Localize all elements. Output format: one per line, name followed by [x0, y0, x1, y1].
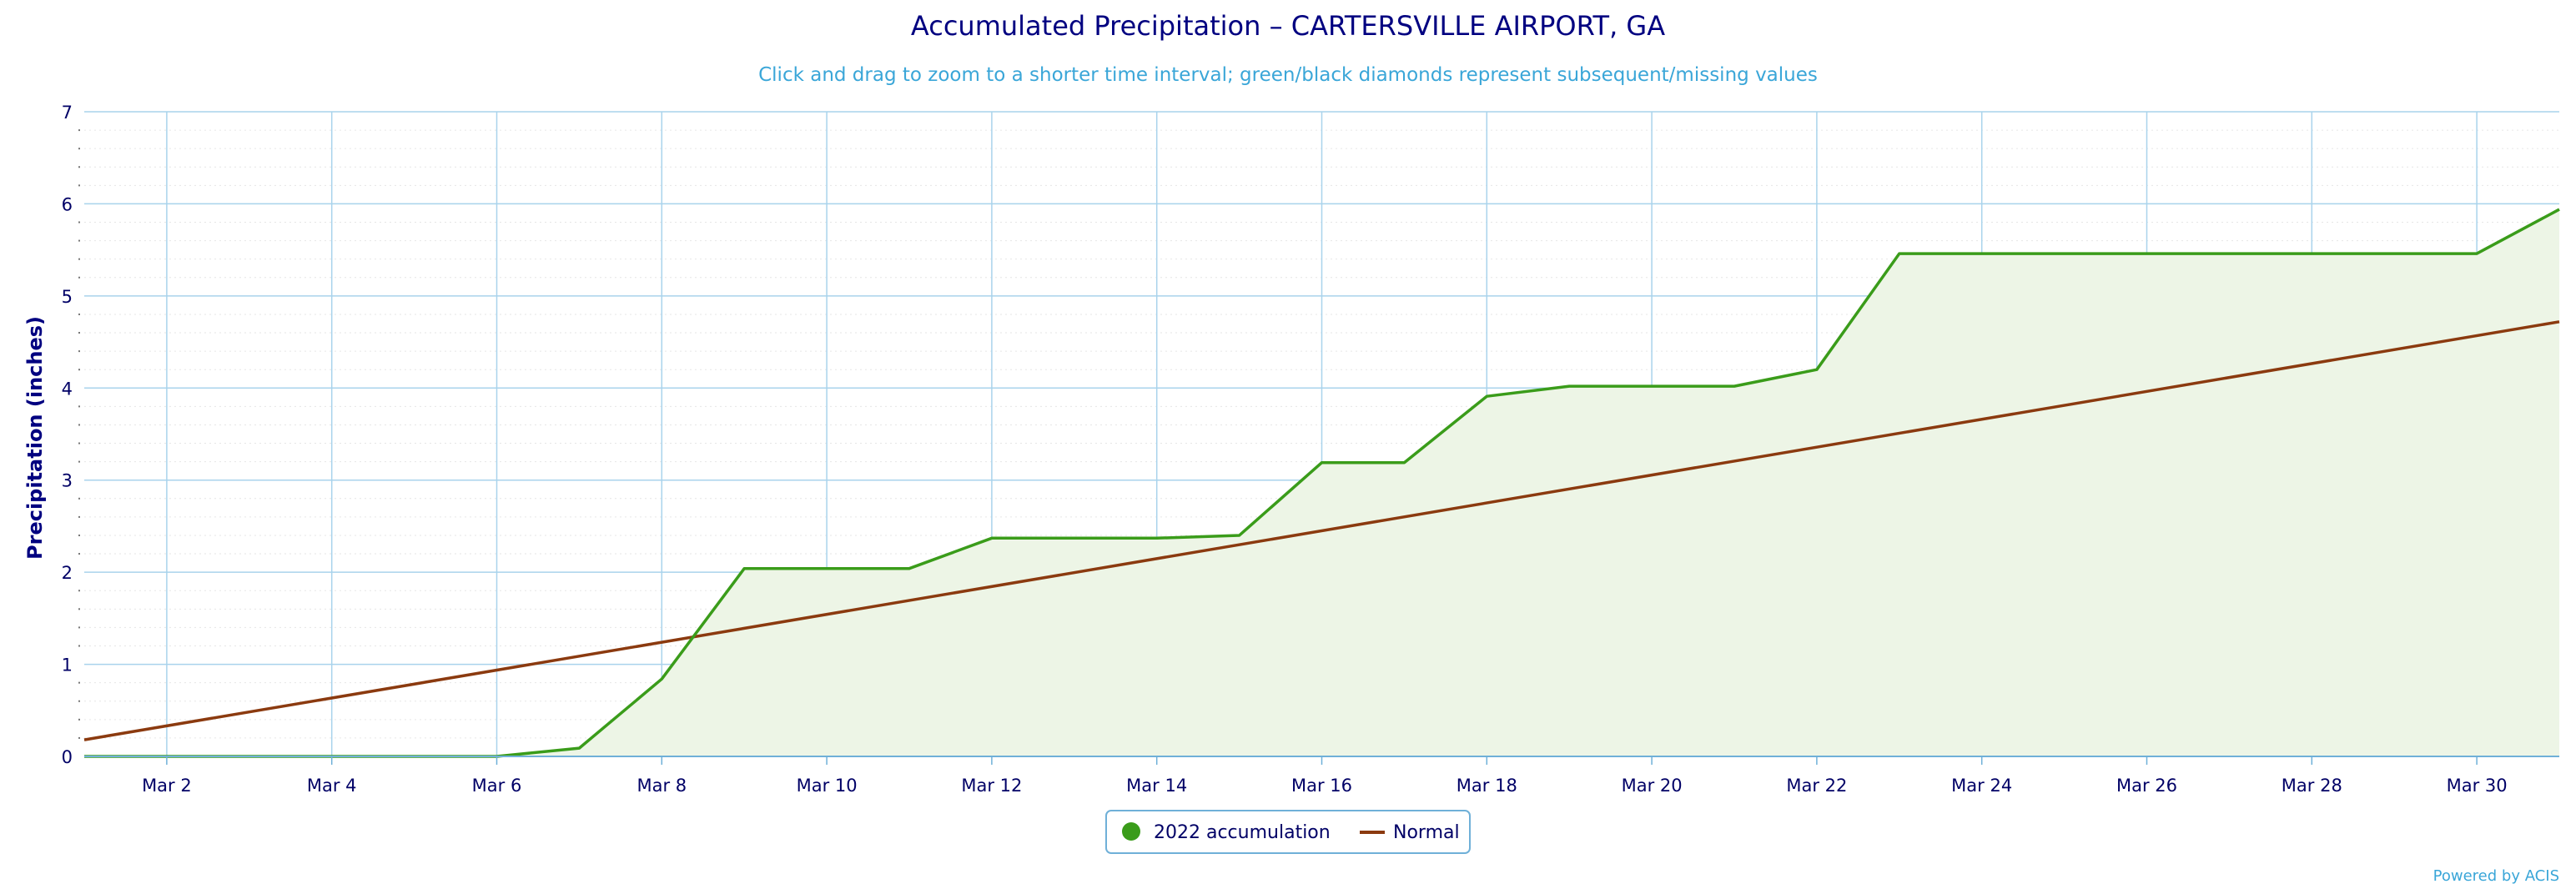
x-tick-label: Mar 28 — [2282, 776, 2342, 796]
y-minor-tick — [78, 736, 80, 739]
accumulation-point — [2472, 249, 2482, 259]
x-tick-label: Mar 6 — [472, 776, 522, 796]
y-tick-label: 7 — [62, 103, 73, 123]
y-tick-label: 1 — [62, 655, 73, 676]
accumulation-point — [2224, 249, 2234, 259]
accumulation-point — [1977, 249, 1987, 259]
y-minor-tick — [78, 350, 80, 353]
x-tick-label: Mar 26 — [2116, 776, 2177, 796]
accumulation-point — [574, 743, 584, 753]
accumulation-point — [2060, 249, 2070, 259]
x-tick-label: Mar 30 — [2447, 776, 2508, 796]
x-tick-label: Mar 10 — [797, 776, 858, 796]
legend-label-normal: Normal — [1393, 822, 1460, 843]
y-minor-tick — [78, 590, 80, 592]
y-minor-tick — [78, 405, 80, 408]
x-axis-ticks: Mar 2 Mar 4 Mar 6 Mar 8 Mar 10 Mar 12 Mar 14 Ma… — [142, 756, 2508, 796]
accumulation-point — [2307, 249, 2317, 259]
y-minor-tick — [78, 645, 80, 647]
accumulation-point — [739, 564, 749, 574]
y-axis-ticks: 0 1 2 3 4 5 6 7 — [62, 103, 80, 767]
y-minor-tick — [78, 313, 80, 315]
accumulation-fill — [84, 209, 2559, 757]
normal-line — [83, 320, 2560, 741]
x-tick-label: Mar 4 — [307, 776, 357, 796]
y-minor-tick — [78, 442, 80, 444]
credit-link[interactable]: Powered by ACIS — [2433, 867, 2559, 885]
y-minor-tick — [78, 700, 80, 702]
accumulation-point — [1894, 249, 1904, 259]
x-tick-label: Mar 2 — [142, 776, 192, 796]
y-tick-label: 5 — [62, 287, 73, 307]
x-tick-label: Mar 18 — [1457, 776, 1517, 796]
x-tick-label: Mar 16 — [1291, 776, 1352, 796]
y-minor-tick — [78, 184, 80, 187]
x-tick-label: Mar 12 — [961, 776, 1022, 796]
legend-box — [1105, 810, 1471, 854]
accumulation-point — [1152, 533, 1162, 543]
y-minor-tick — [78, 718, 80, 721]
accumulation-point — [1812, 364, 1822, 374]
accumulation-point — [1564, 381, 1574, 391]
y-minor-tick — [78, 221, 80, 224]
x-tick-label: Mar 22 — [1786, 776, 1847, 796]
chart-title: Accumulated Precipitation – CARTERSVILLE… — [911, 10, 1665, 42]
legend-marker-accumulation — [1122, 822, 1140, 841]
y-minor-tick — [78, 129, 80, 132]
y-axis-label: Precipitation (inches) — [23, 316, 47, 560]
y-minor-tick — [78, 148, 80, 150]
y-minor-tick — [78, 258, 80, 260]
y-minor-tick — [78, 553, 80, 555]
legend-item-accumulation[interactable]: 2022 accumulation — [1122, 822, 1331, 843]
accumulation-point — [2389, 249, 2399, 259]
y-minor-tick — [78, 369, 80, 371]
accumulation-point — [1482, 391, 1492, 401]
y-minor-tick — [78, 460, 80, 463]
y-minor-tick — [78, 332, 80, 334]
accumulation-area — [84, 209, 2559, 757]
accumulation-point — [2142, 249, 2152, 259]
y-minor-tick — [78, 424, 80, 426]
accumulation-point — [1235, 530, 1245, 540]
y-minor-tick — [78, 681, 80, 684]
y-tick-label: 6 — [62, 194, 73, 214]
accumulation-point — [1317, 458, 1327, 468]
legend[interactable]: 2022 accumulation Normal — [1105, 810, 1471, 854]
accumulation-point — [657, 674, 667, 684]
y-minor-tick — [78, 166, 80, 168]
y-tick-label: 4 — [62, 379, 73, 399]
y-minor-tick — [78, 515, 80, 518]
accumulation-point — [987, 533, 997, 543]
accumulation-point — [1647, 381, 1657, 391]
x-tick-label: Mar 24 — [1951, 776, 2012, 796]
y-minor-tick — [78, 239, 80, 242]
accumulation-point — [1399, 458, 1409, 468]
chart-subtitle: Click and drag to zoom to a shorter time… — [758, 64, 1818, 86]
accumulation-point — [904, 564, 914, 574]
x-tick-label: Mar 8 — [636, 776, 687, 796]
plot-area[interactable] — [79, 111, 2564, 761]
accumulation-point — [1729, 381, 1739, 391]
legend-item-normal[interactable]: Normal — [1360, 822, 1460, 843]
y-tick-label: 0 — [62, 747, 73, 767]
accumulation-point — [822, 564, 832, 574]
y-minor-tick — [78, 276, 80, 279]
y-tick-label: 3 — [62, 471, 73, 491]
y-minor-tick — [78, 497, 80, 500]
accumulation-point — [2554, 204, 2564, 214]
y-minor-tick — [78, 626, 80, 629]
legend-label-accumulation: 2022 accumulation — [1154, 822, 1331, 843]
accumulation-point — [1069, 533, 1079, 543]
x-tick-label: Mar 14 — [1126, 776, 1187, 796]
y-minor-tick — [78, 534, 80, 536]
y-tick-label: 2 — [62, 563, 73, 583]
x-tick-label: Mar 20 — [1622, 776, 1683, 796]
y-minor-tick — [78, 608, 80, 610]
